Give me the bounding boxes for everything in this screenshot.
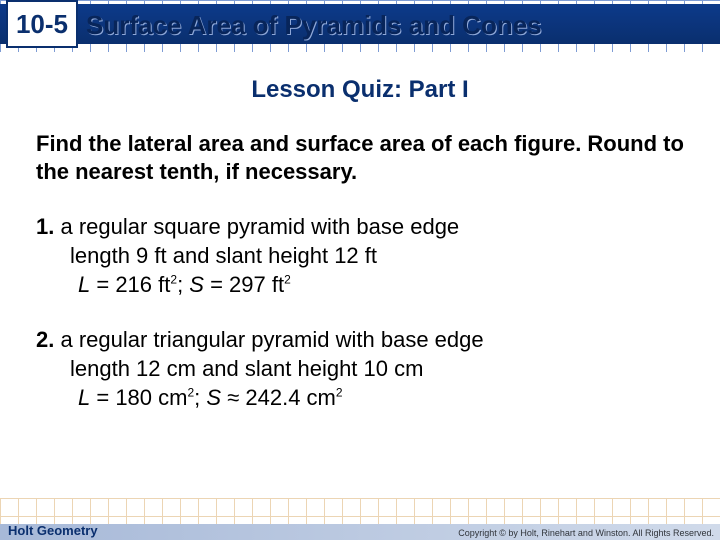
answer-sep: ;: [194, 385, 206, 410]
problem-number: 2.: [36, 327, 54, 352]
quiz-instructions: Find the lateral area and surface area o…: [36, 130, 684, 186]
answer-S-eq: = 297 ft: [204, 272, 284, 297]
problem-number: 1.: [36, 214, 54, 239]
slide-body: Lesson Quiz: Part I Find the lateral are…: [0, 52, 720, 413]
answer-S-eq: ≈ 242.4 cm: [221, 385, 336, 410]
problem-answer: L = 216 ft2; S = 297 ft2: [36, 272, 291, 297]
answer-S-sup: 2: [336, 386, 343, 400]
quiz-title: Lesson Quiz: Part I: [36, 76, 684, 104]
slide-header: Surface Area of Pyramids and Cones 10-5: [0, 0, 720, 52]
answer-S-var: S: [189, 272, 204, 297]
answer-L-eq: = 180 cm: [90, 385, 187, 410]
problem-text-line2: length 9 ft and slant height 12 ft: [36, 243, 377, 268]
problem-answer: L = 180 cm2; S ≈ 242.4 cm2: [36, 385, 343, 410]
answer-S-var: S: [206, 385, 221, 410]
problem-1: 1. a regular square pyramid with base ed…: [36, 212, 684, 299]
problem-text-line1: a regular square pyramid with base edge: [60, 214, 459, 239]
answer-L-var: L: [78, 272, 90, 297]
slide-footer: Holt Geometry Copyright © by Holt, Rineh…: [0, 512, 720, 540]
answer-S-sup: 2: [284, 273, 291, 287]
footer-brand: Holt Geometry: [8, 523, 98, 538]
problem-2: 2. a regular triangular pyramid with bas…: [36, 325, 684, 412]
footer-copyright: Copyright © by Holt, Rinehart and Winsto…: [458, 528, 714, 538]
answer-L-eq: = 216 ft: [90, 272, 170, 297]
lesson-number-box: 10-5: [6, 0, 78, 48]
answer-sep: ;: [177, 272, 189, 297]
slide: Surface Area of Pyramids and Cones 10-5 …: [0, 0, 720, 540]
problem-text-line2: length 12 cm and slant height 10 cm: [36, 356, 423, 381]
chapter-title: Surface Area of Pyramids and Cones: [86, 10, 542, 41]
problem-text-line1: a regular triangular pyramid with base e…: [60, 327, 483, 352]
header-bar: Surface Area of Pyramids and Cones: [0, 4, 720, 44]
footer-grid-decor: [0, 498, 720, 526]
answer-L-var: L: [78, 385, 90, 410]
